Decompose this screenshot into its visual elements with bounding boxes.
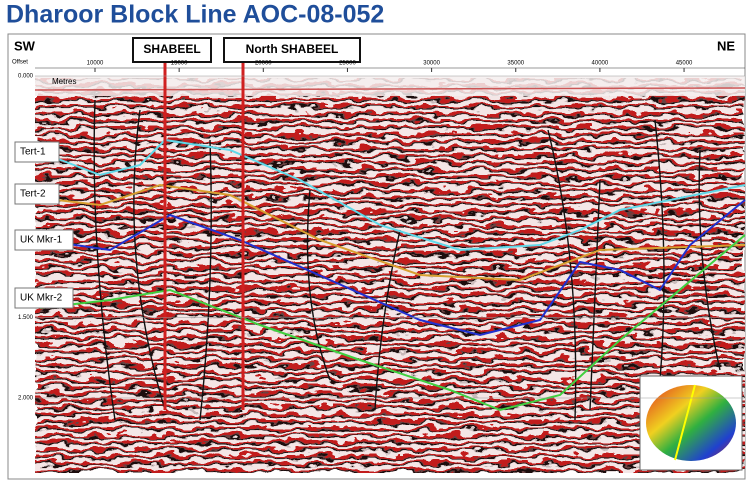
well-box (223, 37, 361, 63)
unit-label: Metres (52, 77, 76, 86)
offset-tick-label: 25000 (339, 61, 356, 67)
fault (93, 99, 116, 421)
line-location (674, 384, 696, 461)
horizon-line (39, 138, 746, 252)
horizons (39, 138, 746, 412)
faults (93, 99, 721, 421)
horizon-label: UK Mkr-2 (20, 293, 63, 304)
seismic-top (35, 76, 745, 96)
offset-tick-label: 15000 (171, 61, 188, 67)
offset-tick-label: 35000 (507, 61, 524, 67)
well-label: SHABEEL (143, 42, 200, 56)
time-tick-label: 2.000 (18, 396, 34, 402)
horizon-line (39, 199, 746, 337)
offset-tick-label: 10000 (87, 61, 104, 67)
horizon-box (14, 287, 74, 309)
horizon-box (14, 141, 60, 163)
well-box (132, 37, 212, 63)
offset-tick-label: 45000 (676, 61, 693, 67)
seafloor (34, 87, 746, 91)
offset-label: Offset (12, 60, 28, 66)
fault (374, 229, 401, 411)
fault (133, 109, 166, 411)
offset-tick-label: 30000 (423, 61, 440, 67)
horizon-line (39, 234, 746, 412)
time-tick-label: 0.000 (18, 74, 34, 80)
fault (698, 149, 721, 371)
fault (199, 139, 212, 421)
horizon-box (14, 229, 74, 251)
horizon-label: Tert-1 (20, 147, 46, 158)
horizon-label: Tert-2 (20, 189, 46, 200)
well-label: North SHABEEL (246, 42, 339, 56)
seismic-image (35, 78, 745, 473)
map-surface (646, 385, 736, 461)
fault (306, 189, 331, 381)
slide-title: Dharoor Block Line AOC-08-052 (6, 1, 384, 29)
horizon-line (39, 183, 746, 282)
time-tick-label: 1.500 (18, 315, 34, 321)
fault (547, 129, 577, 421)
direction-label: SW (14, 38, 36, 53)
offset-tick-label: 40000 (592, 61, 609, 67)
fault (589, 179, 601, 411)
fault (654, 119, 665, 381)
direction-label: NE (717, 38, 735, 53)
horizon-box (14, 183, 60, 205)
offset-tick-label: 20000 (255, 61, 272, 67)
horizon-label: UK Mkr-1 (20, 235, 63, 246)
